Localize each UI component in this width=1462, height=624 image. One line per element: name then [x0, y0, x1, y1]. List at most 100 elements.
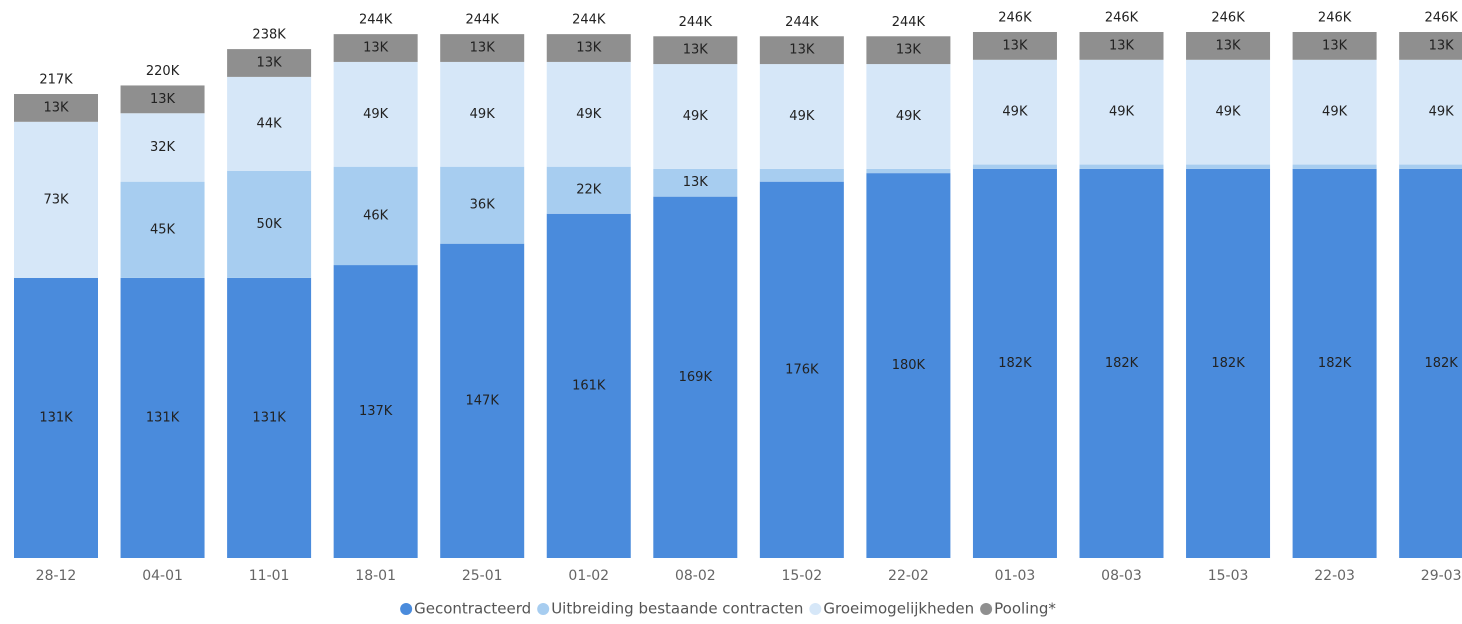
bar-segment	[653, 196, 738, 558]
bar-segment	[120, 181, 205, 278]
bar-segment	[759, 181, 844, 558]
bar-segment	[546, 61, 631, 167]
data-label: 50K	[257, 217, 283, 232]
data-label: 49K	[896, 109, 922, 124]
bar-segment	[1079, 168, 1164, 559]
data-label: 169K	[679, 370, 713, 385]
x-tick-label: 15-02	[782, 568, 823, 584]
bar-segment	[1292, 168, 1377, 559]
total-label: 246K	[1318, 11, 1352, 26]
x-tick-label: 15-03	[1208, 568, 1249, 584]
bar-segment	[440, 166, 525, 244]
data-label: 147K	[466, 393, 500, 408]
bar-segment	[333, 34, 418, 62]
legend: Gecontracteerd Uitbreiding bestaande cont…	[400, 600, 1056, 618]
bar-segment	[1186, 168, 1271, 559]
data-label: 13K	[576, 41, 602, 56]
data-label: 13K	[1216, 38, 1242, 53]
x-tick-label: 18-01	[355, 568, 396, 584]
bar-segment	[440, 243, 525, 558]
data-label: 137K	[359, 404, 393, 419]
total-label: 246K	[1105, 11, 1139, 26]
bar-segment	[972, 59, 1057, 165]
x-tick-label: 29-03	[1421, 568, 1462, 584]
bar-segment	[1399, 164, 1462, 169]
bar-segment	[227, 49, 312, 77]
total-label: 246K	[1211, 11, 1245, 26]
bar-segment	[653, 168, 738, 197]
data-label: 13K	[1322, 38, 1348, 53]
data-label: 49K	[1429, 105, 1455, 120]
total-label: 246K	[1424, 11, 1458, 26]
data-label: 182K	[1211, 356, 1245, 371]
bar-segment	[1079, 164, 1164, 169]
total-label: 244K	[572, 13, 606, 28]
data-label: 49K	[1216, 105, 1242, 120]
data-label: 13K	[257, 56, 283, 71]
x-tick-label: 22-03	[1314, 568, 1355, 584]
bar-segment	[1399, 168, 1462, 559]
data-label: 49K	[1002, 105, 1028, 120]
bar-segment	[120, 113, 205, 182]
bar-segment	[440, 61, 525, 167]
bar-segment	[972, 164, 1057, 169]
data-label: 49K	[470, 107, 496, 122]
data-label: 180K	[892, 358, 926, 373]
data-label: 22K	[576, 183, 602, 198]
data-label: 182K	[998, 356, 1032, 371]
bar-segment	[440, 34, 525, 62]
bar-segment	[1186, 59, 1271, 165]
data-label: 49K	[789, 109, 815, 124]
bar-segment	[227, 76, 312, 171]
data-label: 49K	[363, 107, 389, 122]
total-label: 246K	[998, 11, 1032, 26]
data-label: 32K	[150, 140, 176, 155]
x-tick-label: 08-02	[675, 568, 716, 584]
bar-segment	[333, 265, 418, 558]
legend-marker	[809, 603, 822, 615]
bar-segment	[120, 277, 205, 558]
legend-marker	[400, 603, 413, 615]
bar-segment	[14, 121, 98, 278]
data-label: 182K	[1105, 356, 1139, 371]
bar-segment	[866, 168, 951, 174]
legend-label: Gecontracteerd	[414, 600, 531, 618]
data-label: 13K	[43, 100, 69, 115]
bar-segment	[1079, 32, 1164, 60]
data-label: 13K	[470, 41, 496, 56]
bar-segment	[1186, 164, 1271, 169]
data-label: 46K	[363, 208, 389, 223]
total-label: 244K	[892, 15, 926, 30]
bar-segment	[546, 166, 631, 214]
bar-segment	[14, 94, 98, 122]
bar-segment	[546, 34, 631, 62]
bar-segment	[227, 277, 312, 558]
data-label: 13K	[1109, 38, 1135, 53]
legend-label: Pooling*	[994, 600, 1056, 618]
total-label: 244K	[466, 13, 500, 28]
legend-label: Groeimogelijkheden	[823, 600, 974, 618]
bar-segment	[759, 168, 844, 182]
bar-segment	[972, 168, 1057, 559]
bar-segment	[653, 64, 738, 169]
x-tick-label: 01-03	[995, 568, 1036, 584]
bar-segment	[333, 166, 418, 266]
data-label: 13K	[896, 43, 922, 58]
data-label: 131K	[252, 410, 286, 425]
data-label: 45K	[150, 222, 176, 237]
total-label: 244K	[785, 15, 819, 30]
bar-segment	[1079, 59, 1164, 165]
bar-segment	[866, 64, 951, 169]
bar-segment	[120, 85, 205, 114]
total-label: 217K	[39, 73, 73, 88]
bar-segment	[1399, 32, 1462, 60]
data-label: 73K	[43, 192, 69, 207]
bar-segment	[759, 64, 844, 169]
total-label: 244K	[359, 13, 393, 28]
x-tick-label: 11-01	[249, 568, 290, 584]
bar-segment	[227, 170, 312, 278]
data-label: 161K	[572, 378, 606, 393]
bar-segment	[14, 277, 98, 558]
data-label: 49K	[1109, 105, 1135, 120]
x-tick-label: 25-01	[462, 568, 503, 584]
